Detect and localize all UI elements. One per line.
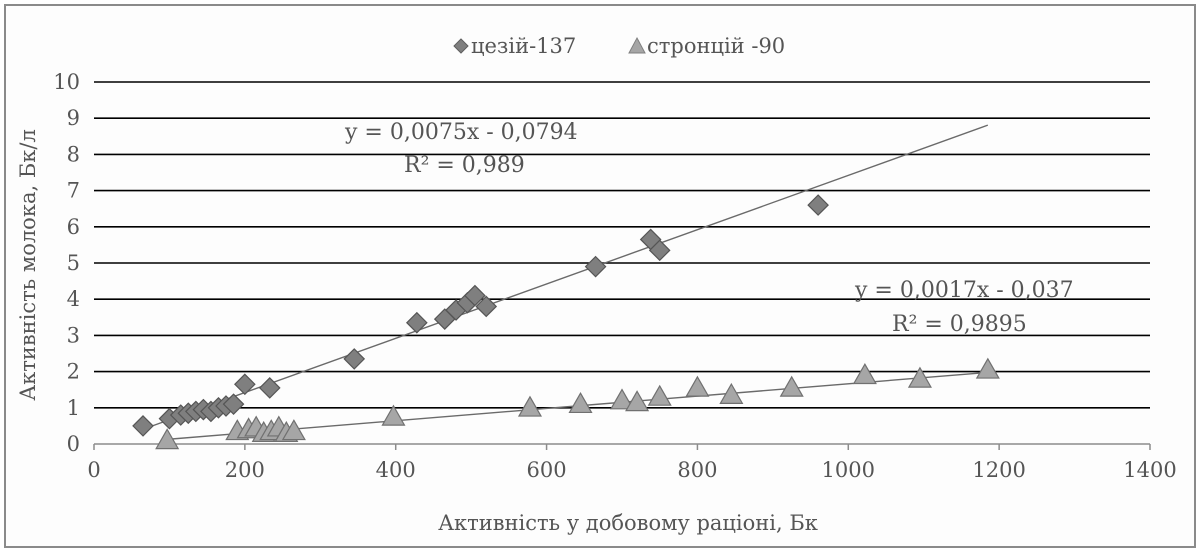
y-tick-label: 1 <box>67 396 80 420</box>
y-tick-label: 7 <box>67 179 80 203</box>
x-axis-title: Активність у добовому раціоні, Бк <box>438 511 818 535</box>
data-point-sr90 <box>647 384 672 406</box>
data-point-sr90 <box>568 391 593 414</box>
data-point-sr90 <box>155 428 180 450</box>
y-tick-label: 0 <box>67 432 80 456</box>
equation-sr90: y = 0,0017x - 0,037 <box>854 278 1074 303</box>
y-tick-label: 4 <box>67 287 80 311</box>
y-axis-title: Активність молока, Бк/л <box>16 129 40 401</box>
data-point-sr90 <box>685 375 710 397</box>
x-tick-label: 1000 <box>822 458 875 482</box>
equation-cs137: y = 0,0075x - 0,0794 <box>344 120 578 145</box>
data-point-cs137 <box>464 284 486 307</box>
data-point-sr90 <box>907 366 932 388</box>
data-point-cs137 <box>584 255 607 278</box>
data-point-sr90 <box>517 395 543 417</box>
x-tick-label: 600 <box>527 458 567 482</box>
data-point-sr90 <box>779 375 804 397</box>
y-tick-label: 2 <box>67 360 80 384</box>
tick-labels: 0 1 2 3 4 5 6 7 8 9 10 0 200 400 600 800 1000 1200 1400 <box>53 70 1176 482</box>
data-point-sr90 <box>625 390 650 412</box>
data-point-cs137 <box>222 393 245 416</box>
data-markers <box>132 194 1000 450</box>
chart-frame <box>4 4 1196 548</box>
y-tick-label: 8 <box>67 142 80 166</box>
data-point-sr90 <box>975 357 1000 379</box>
grid <box>93 81 1151 450</box>
data-point-cs137 <box>475 295 498 318</box>
data-point-sr90 <box>852 363 877 385</box>
x-tick-label: 1200 <box>972 458 1025 482</box>
y-tick-label: 5 <box>67 251 80 275</box>
data-point-cs137 <box>234 373 256 396</box>
data-point-cs137 <box>807 194 829 216</box>
data-point-cs137 <box>405 311 428 334</box>
data-point-sr90 <box>381 404 406 426</box>
y-tick-label: 6 <box>67 215 80 239</box>
x-tick-label: 1400 <box>1123 458 1176 482</box>
data-point-cs137 <box>648 239 671 262</box>
trendline-cs137 <box>142 124 989 430</box>
r2-sr90: R² = 0,9895 <box>892 312 1027 337</box>
x-tick-label: 400 <box>376 458 416 482</box>
y-tick-label: 10 <box>53 70 80 94</box>
legend-label-cs137: цезій-137 <box>471 34 576 58</box>
data-point-sr90 <box>719 382 744 404</box>
data-point-cs137 <box>343 348 366 370</box>
data-point-cs137 <box>258 377 281 399</box>
legend-label-sr90: стронцій -90 <box>647 34 785 58</box>
y-tick-label: 3 <box>67 323 80 347</box>
x-tick-label: 200 <box>225 458 265 482</box>
data-point-cs137 <box>132 415 154 437</box>
x-tick-label: 0 <box>87 458 100 482</box>
x-tick-label: 800 <box>677 458 717 482</box>
legend-marker-sr90 <box>628 36 646 54</box>
data-point-sr90 <box>281 419 306 441</box>
data-point-sr90 <box>609 388 635 410</box>
legend-marker-cs137 <box>453 38 469 54</box>
y-tick-label: 9 <box>67 106 80 130</box>
legend: цезій-137 стронцій -90 <box>453 34 785 58</box>
r2-cs137: R² = 0,989 <box>404 153 525 178</box>
